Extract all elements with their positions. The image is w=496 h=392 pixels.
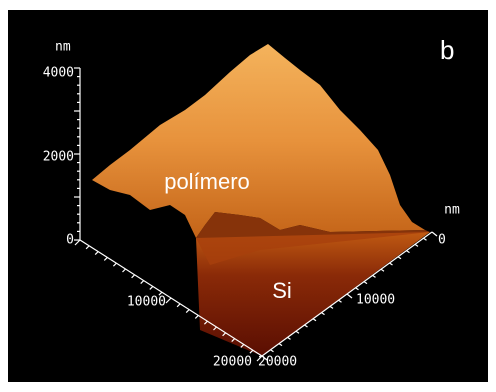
tick: [231, 338, 236, 343]
tick: [122, 268, 126, 273]
tick: [346, 293, 353, 299]
tick: [203, 320, 208, 325]
tick: [278, 343, 283, 347]
x-tick-label: 20000: [213, 355, 252, 370]
tick: [256, 355, 263, 362]
tick-marks: [74, 67, 438, 362]
y-tick-label: 0: [438, 233, 446, 248]
tick: [329, 305, 334, 309]
tick: [355, 287, 359, 291]
tick: [372, 274, 376, 278]
tick: [74, 239, 81, 246]
tick: [261, 355, 268, 361]
tick: [312, 318, 317, 322]
tick: [112, 262, 117, 267]
tick: [222, 332, 227, 337]
tick: [94, 251, 99, 256]
tick: [158, 291, 163, 296]
z-unit: nm: [55, 40, 71, 55]
tick: [304, 324, 308, 328]
tick: [185, 309, 190, 314]
tick: [213, 326, 217, 331]
region-label: polímero: [164, 169, 250, 194]
z-tick-label: 0: [66, 233, 74, 248]
tick: [140, 280, 145, 285]
polymer-surface: [92, 44, 425, 238]
tick: [380, 268, 385, 272]
y-tick-label: 20000: [258, 355, 297, 370]
tick: [149, 285, 154, 290]
tick: [287, 336, 291, 340]
tick: [85, 245, 90, 250]
tick: [389, 262, 393, 266]
z-tick-label: 2000: [43, 150, 74, 165]
tick: [423, 237, 427, 241]
tick: [397, 256, 402, 260]
tick: [270, 349, 274, 353]
tick: [363, 281, 368, 285]
panel-label: b: [440, 35, 454, 65]
tick: [338, 299, 342, 303]
region-label: Si: [272, 278, 292, 303]
si-surface: [196, 232, 430, 356]
y-unit: nm: [444, 203, 460, 218]
x-tick-label: 10000: [127, 295, 166, 310]
tick: [414, 243, 419, 247]
tick: [131, 274, 136, 279]
tick: [249, 349, 254, 354]
tick: [406, 250, 410, 254]
tick: [295, 330, 300, 334]
tick: [321, 312, 325, 316]
step-edge: [196, 212, 430, 265]
tick: [240, 343, 245, 348]
y-tick-label: 10000: [356, 293, 395, 308]
tick: [431, 231, 438, 237]
tick: [194, 314, 199, 319]
z-tick-label: 4000: [43, 66, 74, 81]
tick: [165, 297, 172, 304]
tick: [103, 256, 108, 261]
tick: [176, 303, 181, 308]
